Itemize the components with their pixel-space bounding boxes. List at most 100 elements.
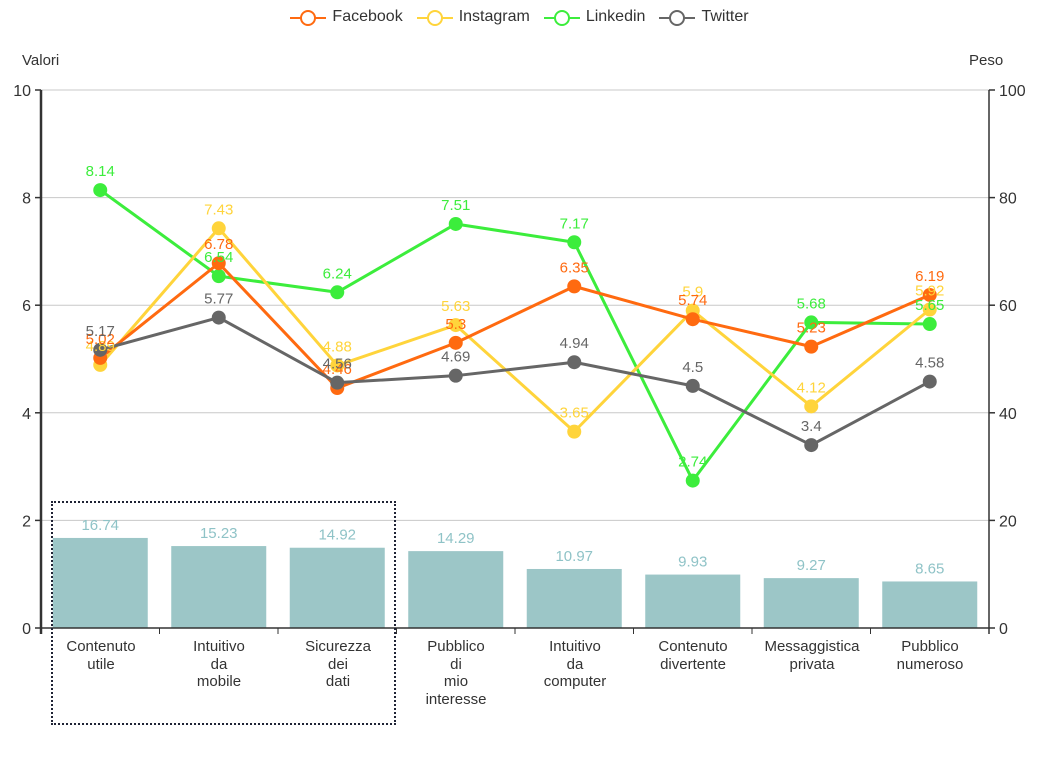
data-label-twitter: 4.56 <box>323 356 352 373</box>
legend-label: Linkedin <box>585 8 646 25</box>
data-label-facebook: 5.23 <box>797 320 826 337</box>
x-tick-label: Sicurezza dei dati <box>305 638 371 690</box>
y-right-tick-label: 0 <box>999 621 1008 638</box>
point-facebook <box>567 279 582 294</box>
point-twitter <box>685 378 700 393</box>
line-data-labels: 8.14 6.54 6.24 7.51 7.17 2.74 5.68 5.65 4.89 7.43… <box>86 163 945 471</box>
legend-label: Instagram <box>458 8 530 25</box>
x-tick-label: Contenuto divertente <box>658 638 728 673</box>
bar <box>763 578 859 628</box>
series-line-facebook <box>99 261 931 390</box>
line-series <box>99 188 931 483</box>
x-tick-label: Intuitivo da computer <box>543 638 607 690</box>
selection-box[interactable] <box>51 501 396 725</box>
bar-series-peso <box>52 537 978 628</box>
data-label-linkedin: 2.74 <box>678 454 707 471</box>
point-linkedin <box>93 183 108 198</box>
y-right-tick-label: 40 <box>999 406 1017 423</box>
x-tick-label: Pubblico di mio interesse <box>425 638 487 708</box>
y-left-tick-label: 8 <box>22 191 31 208</box>
bar-label: 15.23 <box>200 525 238 542</box>
legend-item-twitter[interactable]: Twitter <box>659 8 749 26</box>
data-label-twitter: 4.58 <box>915 355 944 372</box>
point-twitter <box>567 355 582 370</box>
x-tick-label: Intuitivo da mobile <box>193 638 245 690</box>
data-label-instagram: 5.63 <box>441 298 470 315</box>
data-label-twitter: 4.5 <box>682 359 703 376</box>
data-label-linkedin: 6.54 <box>204 249 233 266</box>
data-label-instagram: 4.88 <box>323 338 352 355</box>
data-label-linkedin: 6.24 <box>323 265 352 282</box>
y-left-tick-label: 0 <box>22 621 31 638</box>
point-twitter <box>922 374 937 389</box>
y-left-tick-label: 2 <box>22 513 31 530</box>
point-linkedin <box>211 269 226 284</box>
point-linkedin <box>567 235 582 250</box>
x-tick-label: Messaggistica privata <box>764 638 860 673</box>
data-label-facebook: 6.19 <box>915 268 944 285</box>
y-right-tick-label: 100 <box>999 83 1026 100</box>
bar <box>408 551 504 628</box>
point-linkedin <box>922 317 937 332</box>
data-label-twitter: 5.17 <box>86 323 115 340</box>
bar-label: 9.27 <box>797 557 826 574</box>
point-linkedin <box>330 285 345 300</box>
legend-item-instagram[interactable]: Instagram <box>416 8 530 26</box>
series-line-instagram <box>99 226 931 434</box>
legend-item-linkedin[interactable]: Linkedin <box>543 8 646 26</box>
data-label-instagram: 3.65 <box>560 405 589 422</box>
y-right-tick-label: 80 <box>999 191 1017 208</box>
data-label-facebook: 5.74 <box>678 292 707 309</box>
legend-item-facebook[interactable]: Facebook <box>290 8 403 26</box>
legend-marker-icon <box>290 10 327 26</box>
legend-label: Twitter <box>701 8 749 25</box>
data-label-twitter: 5.77 <box>204 291 233 308</box>
point-linkedin <box>685 473 700 488</box>
point-twitter <box>211 310 226 325</box>
point-twitter <box>93 342 108 357</box>
data-label-instagram: 7.43 <box>204 201 233 218</box>
data-label-facebook: 5.02 <box>86 331 115 348</box>
point-facebook <box>448 335 463 350</box>
bar <box>526 568 622 628</box>
data-label-twitter: 4.94 <box>560 335 589 352</box>
line-markers <box>93 183 937 488</box>
data-label-instagram: 5.9 <box>682 284 703 301</box>
point-twitter <box>448 368 463 383</box>
bar <box>171 546 267 628</box>
legend: Facebook Instagram Linkedin Twitter <box>0 8 1039 26</box>
data-label-linkedin: 5.68 <box>797 295 826 312</box>
bar-label: 10.97 <box>555 548 593 565</box>
y-left-tick-label: 4 <box>22 406 31 423</box>
x-tick-label: Contenuto utile <box>66 638 136 673</box>
point-facebook <box>685 312 700 327</box>
y-right-tick-label: 60 <box>999 298 1017 315</box>
point-instagram <box>567 424 582 439</box>
point-linkedin <box>448 216 463 231</box>
bar-label: 16.74 <box>81 517 119 534</box>
point-instagram <box>448 318 463 333</box>
y-left-tick-label: 6 <box>22 298 31 315</box>
data-label-facebook: 5.3 <box>445 316 466 333</box>
bar-labels: 16.74 15.23 14.92 14.29 10.97 9.93 9.27 8.65 <box>81 517 944 578</box>
data-label-twitter: 4.69 <box>441 349 470 366</box>
x-tick-label: Pubblico numeroso <box>896 638 964 673</box>
legend-marker-icon <box>659 10 696 26</box>
bar <box>645 574 741 628</box>
point-facebook <box>922 287 937 302</box>
y-right-axis-title: Peso <box>969 52 1004 69</box>
data-label-linkedin: 7.51 <box>441 197 470 214</box>
point-facebook <box>804 339 819 354</box>
y-left-tick-label: 10 <box>13 83 31 100</box>
series-line-linkedin <box>99 188 930 483</box>
bar-label: 9.93 <box>678 554 707 571</box>
data-label-instagram: 5.92 <box>915 283 944 300</box>
point-instagram <box>922 302 937 317</box>
point-twitter <box>330 375 345 390</box>
bar-label: 14.29 <box>437 530 475 547</box>
data-label-facebook: 6.35 <box>560 259 589 276</box>
point-twitter <box>804 438 819 453</box>
data-label-instagram: 4.12 <box>797 379 826 396</box>
